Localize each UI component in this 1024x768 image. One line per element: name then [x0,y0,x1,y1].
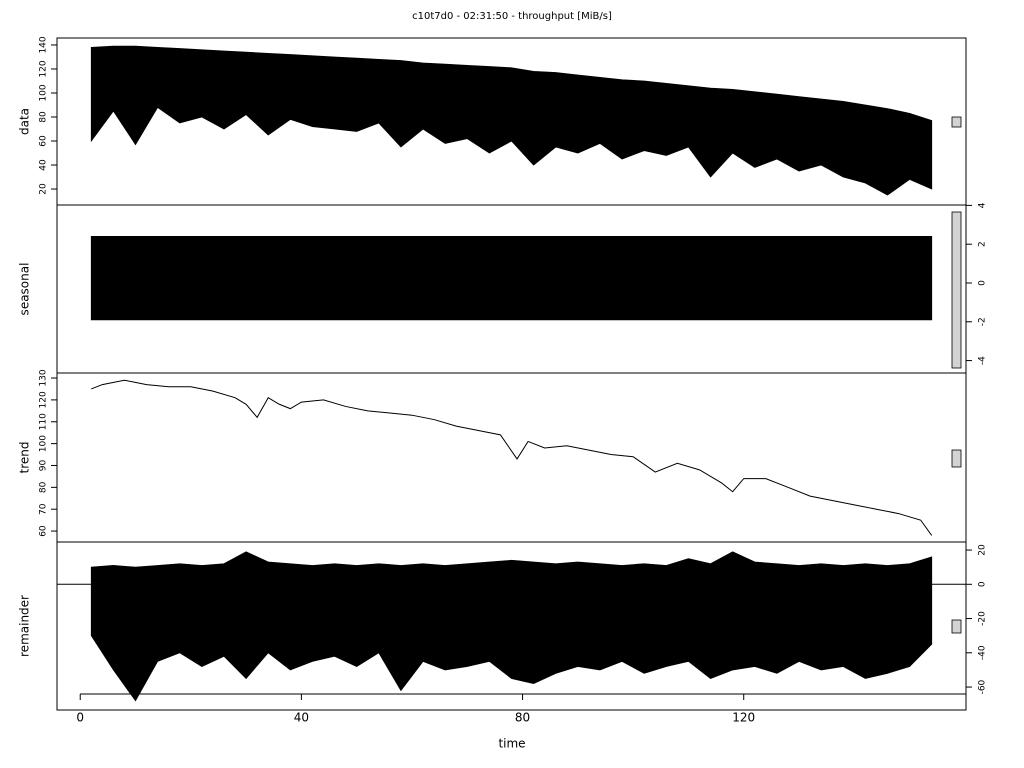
x-axis-label: time [498,737,525,751]
trend-line [91,379,933,536]
y-axis-label: data [18,108,32,135]
y-tick-label: -4 [978,356,988,365]
scale-bar [951,619,962,634]
y-tick-label: 90 [39,459,49,471]
scale-bar [951,211,962,369]
y-tick-label: 140 [39,36,49,53]
y-tick-label: 4 [978,202,988,208]
y-tick-label: 80 [39,111,49,123]
y-tick-label: 100 [39,435,49,452]
y-tick-label: 110 [39,413,49,430]
y-tick-label: 80 [39,481,49,493]
y-tick-label: 130 [39,369,49,386]
y-tick-label: 120 [39,391,49,408]
data-band [90,236,933,321]
y-axis-label: remainder [18,595,32,657]
y-tick-label: -2 [978,317,988,326]
x-tick-label: 0 [76,711,84,725]
chart-title: c10t7d0 - 02:31:50 - throughput [MiB/s] [412,11,612,22]
data-band [90,551,933,702]
y-tick-label: 20 [39,183,49,195]
y-tick-label: -20 [978,611,988,626]
y-tick-label: 0 [978,581,988,587]
y-tick-label: 2 [978,241,988,247]
y-axis-label: seasonal [18,263,32,316]
x-tick-label: 120 [732,711,755,725]
y-tick-label: -40 [978,645,988,660]
x-tick-label: 80 [515,711,530,725]
y-tick-label: 40 [39,159,49,171]
y-tick-label: -60 [978,679,988,694]
x-tick-label: 40 [294,711,309,725]
y-tick-label: 0 [978,280,988,286]
y-tick-label: 60 [39,135,49,147]
y-tick-label: 20 [978,544,988,556]
data-band [90,45,933,196]
y-tick-label: 100 [39,84,49,101]
y-tick-label: 70 [39,503,49,515]
panel-frame [56,541,967,711]
scale-bar [951,116,962,128]
y-axis-label: trend [18,442,32,474]
y-tick-label: 120 [39,60,49,77]
scale-bar [951,449,962,468]
y-tick-label: 60 [39,525,49,537]
